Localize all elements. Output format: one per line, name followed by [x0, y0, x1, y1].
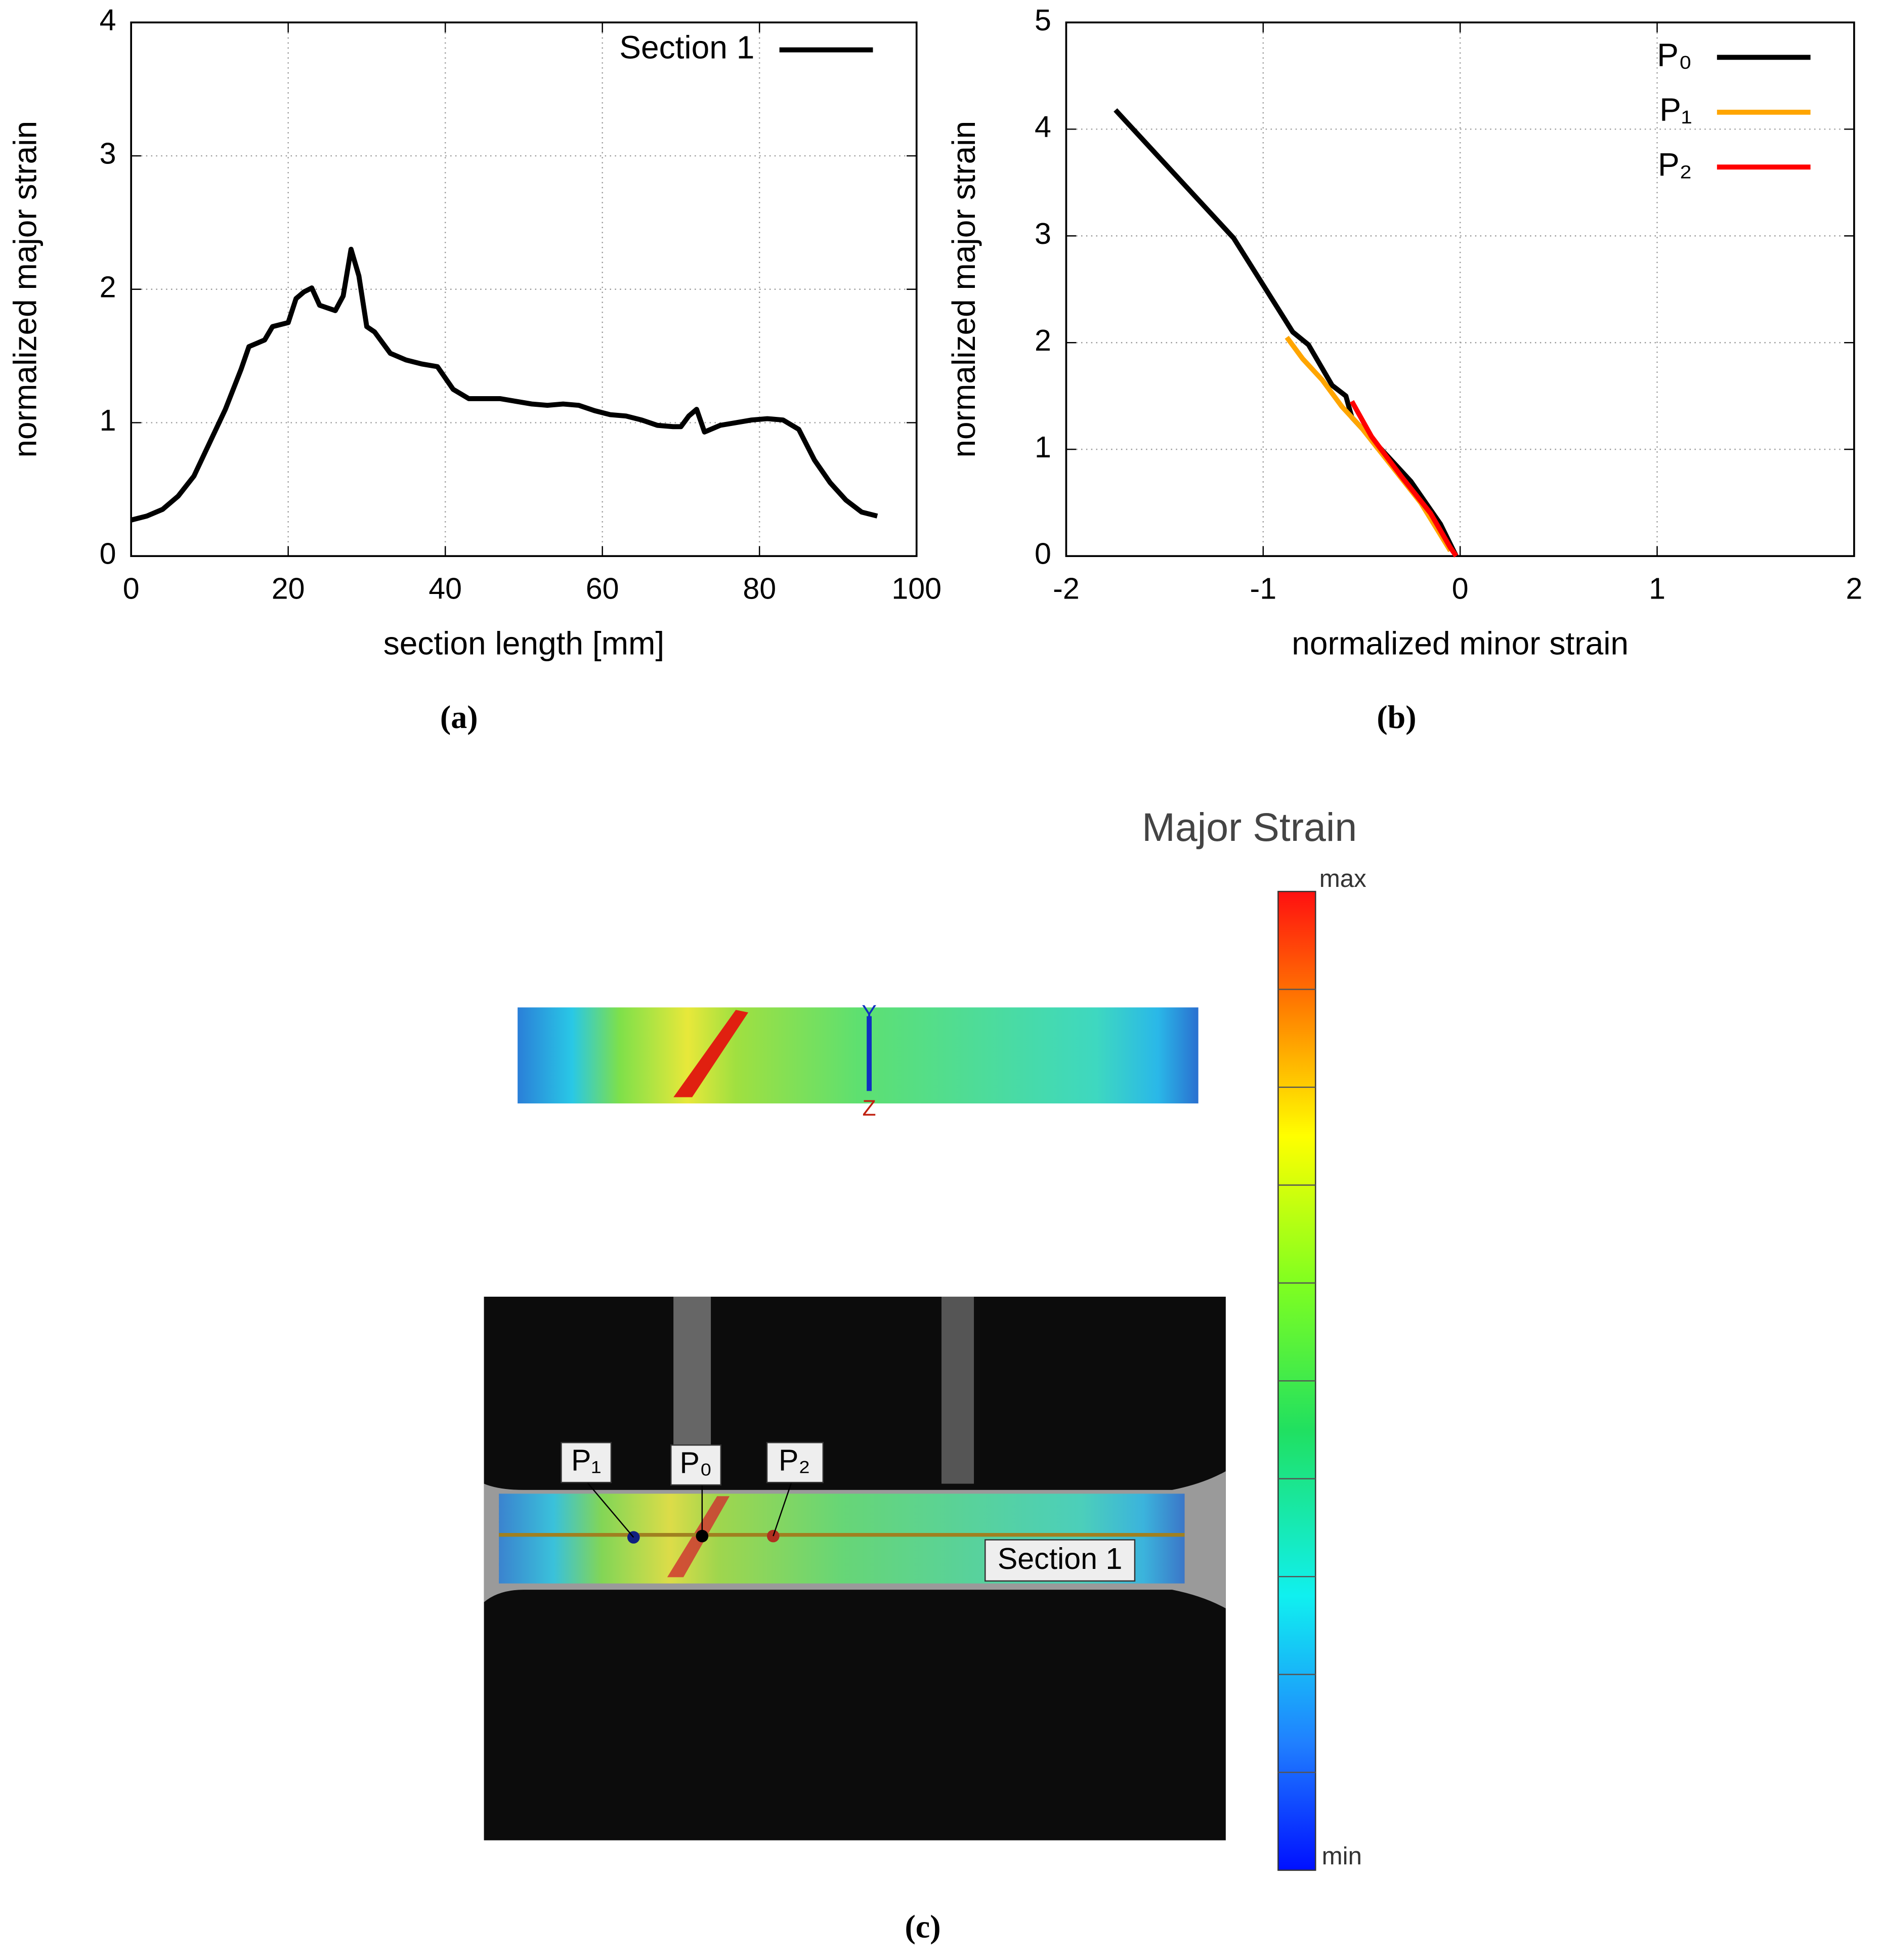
colorbar-dividers	[1278, 989, 1316, 1773]
y-tick-label: 4	[100, 3, 116, 37]
point-label: P₁	[571, 1443, 601, 1477]
data-line	[1114, 108, 1459, 558]
caption: (b)	[1377, 699, 1416, 735]
bolt	[942, 1296, 974, 1484]
plot-frame	[130, 21, 918, 557]
x-tick-label: 0	[1452, 572, 1469, 606]
y-tick-label: 3	[100, 137, 116, 171]
x-tick-label: 2	[1846, 572, 1862, 606]
legend-label: Section 1	[619, 29, 754, 65]
x-axis-label: section length [mm]	[383, 625, 664, 661]
data-line	[130, 246, 878, 523]
label-box	[985, 1539, 1136, 1582]
y-axis-label: normalized major strain	[7, 121, 44, 458]
axis-z-label: Z	[863, 1096, 876, 1121]
leader	[585, 1480, 634, 1538]
colorbar-title: Major Strain	[1142, 805, 1357, 849]
data-line	[1285, 335, 1452, 552]
label-box	[670, 1444, 722, 1486]
x-tick-label: -2	[1053, 572, 1080, 606]
label-box	[766, 1442, 824, 1483]
caption: (c)	[905, 1909, 940, 1945]
x-tick-label: -1	[1250, 572, 1277, 606]
label-box	[561, 1442, 612, 1483]
x-tick-label: 1	[1649, 572, 1665, 606]
legend-label: P₀	[1657, 36, 1692, 73]
plot-frame	[1065, 21, 1855, 557]
y-tick-label: 2	[1035, 323, 1051, 357]
axis-y-label: Y	[862, 1001, 877, 1026]
y-tick-label: 0	[1035, 537, 1051, 571]
x-tick-label: 20	[272, 572, 305, 606]
y-tick-label: 1	[1035, 430, 1051, 464]
x-tick-label: 0	[123, 572, 140, 606]
legend-label: P₁	[1659, 92, 1692, 128]
y-tick-label: 2	[100, 270, 116, 304]
legend-label: P₂	[1658, 146, 1692, 183]
y-tick-label: 1	[100, 403, 116, 437]
leader	[773, 1481, 793, 1537]
y-tick-label: 0	[100, 537, 116, 571]
section-label: Section 1	[998, 1542, 1123, 1575]
y-tick-label: 4	[1035, 110, 1051, 144]
y-tick-label: 3	[1035, 217, 1051, 250]
data-line	[1349, 400, 1459, 558]
caption: (a)	[440, 699, 478, 735]
strain-field	[518, 1007, 1199, 1103]
point-label: P₀	[680, 1445, 712, 1479]
y-axis-label: normalized major strain	[946, 121, 982, 458]
x-tick-label: 40	[429, 572, 462, 606]
x-axis-label: normalized minor strain	[1292, 625, 1629, 661]
x-tick-label: 60	[586, 572, 619, 606]
colorbar-max: max	[1319, 865, 1366, 892]
y-tick-label: 5	[1035, 3, 1051, 37]
x-tick-label: 100	[891, 572, 942, 606]
colorbar-min: min	[1322, 1842, 1362, 1870]
x-tick-label: 80	[743, 572, 776, 606]
shear-band	[673, 1010, 749, 1097]
point-label: P₂	[779, 1443, 810, 1477]
